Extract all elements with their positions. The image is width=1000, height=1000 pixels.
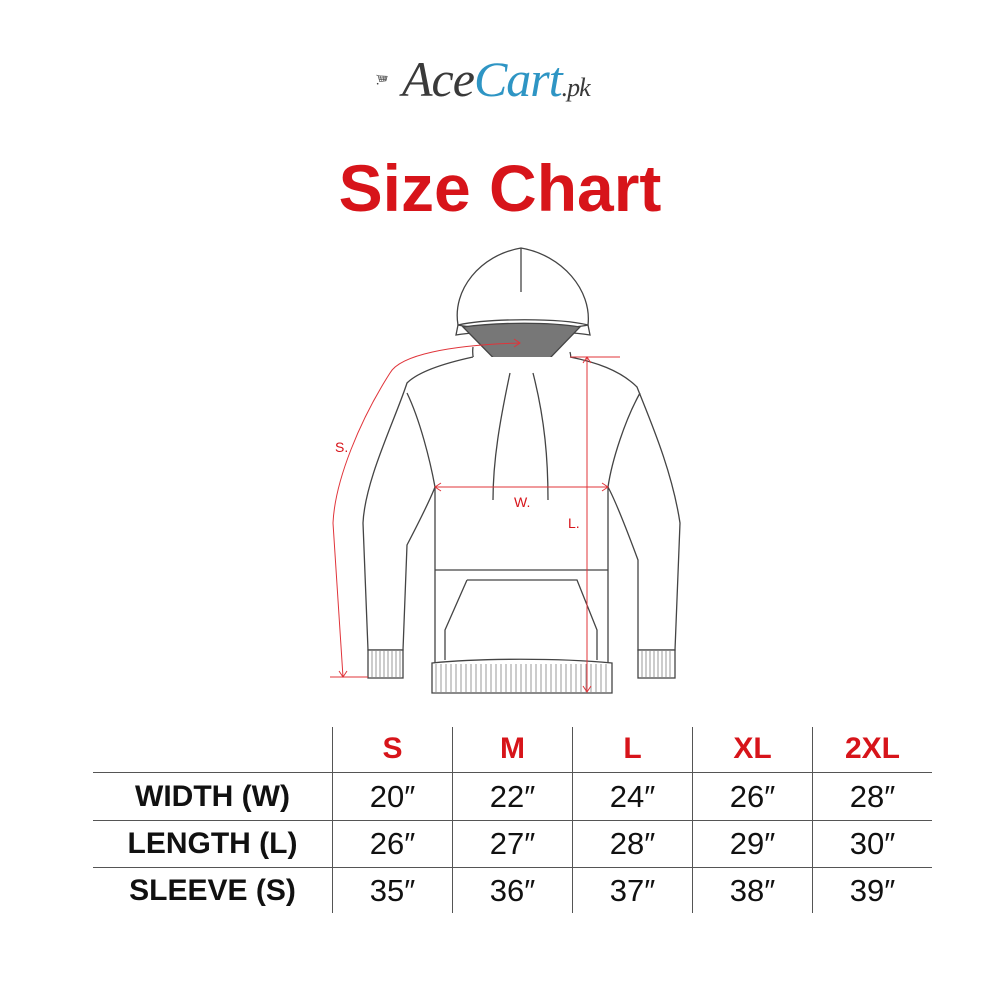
table-divider: [692, 727, 693, 913]
shopping-cart-icon: [376, 74, 388, 85]
hood: [456, 247, 589, 326]
logo-pk: .pk: [561, 73, 591, 102]
table-cell: 26″: [369, 826, 416, 861]
left-cuff: [367, 649, 404, 679]
table-cell: 37″: [609, 873, 656, 908]
table-cell: 38″: [729, 873, 776, 908]
table-divider: [93, 867, 932, 868]
table-divider: [452, 727, 453, 913]
size-header-s: S: [382, 732, 403, 765]
table-cell: 24″: [609, 779, 656, 814]
table-cell: 30″: [849, 826, 896, 861]
table-cell: 22″: [489, 779, 536, 814]
body: [362, 356, 681, 664]
table-cell: 20″: [369, 779, 416, 814]
table-divider: [93, 772, 932, 773]
table-cell: 28″: [849, 779, 896, 814]
table-cell: 35″: [369, 873, 416, 908]
size-header-xl: XL: [733, 732, 772, 765]
size-header-l: L: [623, 732, 642, 765]
table-cell: 36″: [489, 873, 536, 908]
row-label-length: LENGTH (L): [127, 827, 298, 860]
table-cell: 39″: [849, 873, 896, 908]
logo-ace: Ace: [402, 51, 475, 107]
table-cell: 29″: [729, 826, 776, 861]
row-label-sleeve: SLEEVE (S): [129, 874, 296, 907]
width-label: W.: [514, 494, 530, 510]
hem-band: [431, 658, 613, 694]
table-divider: [93, 820, 932, 821]
row-label-width: WIDTH (W): [135, 780, 290, 813]
length-label: L.: [568, 515, 580, 531]
sleeve-label: S.: [335, 439, 348, 455]
table-cell: 26″: [729, 779, 776, 814]
size-header-m: M: [500, 732, 525, 765]
table-divider: [332, 727, 333, 913]
width-measure-line: [434, 482, 609, 492]
page-title: Size Chart: [338, 151, 662, 225]
hood-opening: [461, 322, 582, 388]
table-divider: [572, 727, 573, 913]
length-measure-line: [570, 356, 620, 693]
sleeve-measure-line: [330, 338, 521, 678]
size-header-2xl: 2XL: [844, 732, 901, 765]
table-cell: 27″: [489, 826, 536, 861]
right-cuff: [637, 649, 676, 679]
table-divider: [812, 727, 813, 913]
table-cell: 28″: [609, 826, 656, 861]
logo-cart: Cart: [473, 51, 563, 107]
brand-logo: AceCart.pk: [402, 50, 591, 108]
